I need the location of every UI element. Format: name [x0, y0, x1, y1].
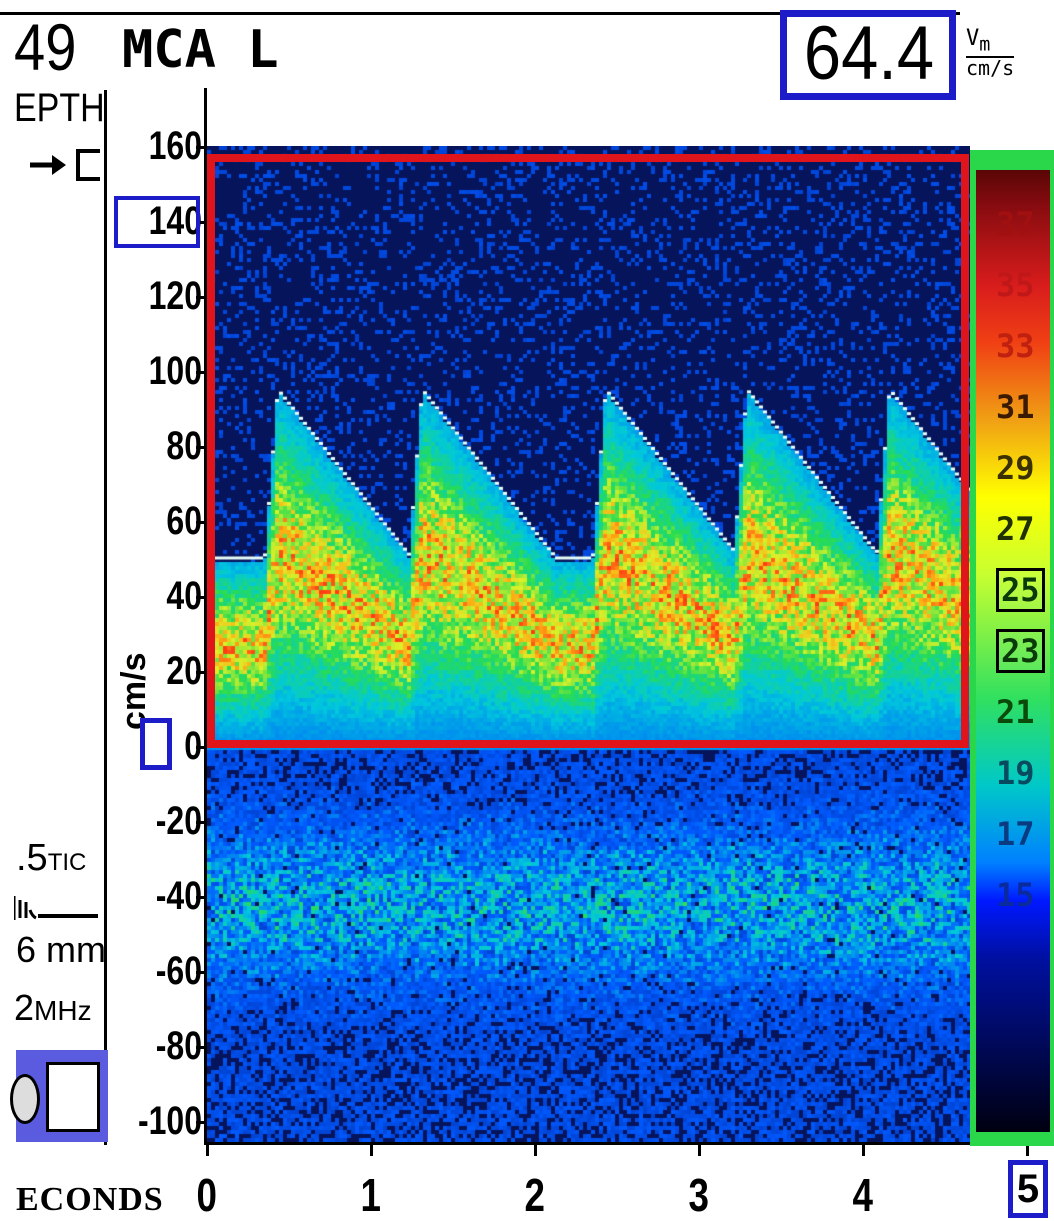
x-tick-label: 2	[524, 1169, 546, 1221]
colorbar-label: 23	[996, 629, 1050, 673]
y-tick-label: 0	[184, 724, 202, 768]
envelope-roi-box	[207, 154, 969, 748]
colorbar-label-text: 31	[996, 388, 1035, 426]
x-tick-label: 4	[852, 1169, 874, 1221]
frequency-unit: MHz	[34, 995, 92, 1026]
y-tick-mark	[196, 596, 206, 599]
colorbar-label-text: 37	[996, 205, 1035, 243]
intensity-colorbar	[976, 170, 1050, 1132]
y-tick-mark	[196, 521, 206, 524]
sample-volume-size: 6 mm	[16, 929, 106, 970]
mean-velocity-units: cm/s	[966, 56, 1015, 80]
colorbar-label: 29	[996, 450, 1050, 486]
x-tick-label: 3	[688, 1169, 710, 1221]
colorbar-label: 17	[996, 816, 1050, 852]
y-tick-mark	[196, 296, 206, 299]
colorbar-label-text: 25	[996, 568, 1045, 612]
colorbar-label: 33	[996, 328, 1050, 364]
y-tick-label: -80	[155, 1024, 202, 1068]
colorbar-label-text: 29	[996, 449, 1035, 487]
y-tick-mark	[196, 221, 206, 224]
x-tick-mark	[1026, 1142, 1029, 1156]
y-tick-mark	[196, 896, 206, 899]
top-rule	[0, 12, 960, 15]
x-tick-label: 0	[196, 1169, 218, 1221]
y-tick-label: 40	[166, 574, 202, 618]
scale-highlight-box[interactable]	[114, 196, 200, 248]
colorbar-label: 27	[996, 511, 1050, 547]
x-tick-mark	[862, 1142, 865, 1156]
probe-icon	[10, 1074, 40, 1124]
x-axis-label: ECONDS	[16, 1181, 164, 1218]
gain-value[interactable]: 5	[1008, 1160, 1048, 1218]
y-tick-mark	[196, 821, 206, 824]
x-tick-mark	[370, 1142, 373, 1156]
colorbar-label: 21	[996, 694, 1050, 730]
vm-symbol: V	[966, 26, 980, 51]
y-tick-label: 80	[166, 424, 202, 468]
y-tick-mark	[196, 746, 206, 749]
y-tick-label: -100	[137, 1099, 202, 1143]
colorbar-label: 35	[996, 267, 1050, 303]
y-tick-label: 140	[148, 199, 202, 243]
direction-arrow-icon	[30, 149, 100, 181]
probe-select-button[interactable]	[46, 1062, 100, 1132]
y-tick-mark	[196, 446, 206, 449]
colorbar-label: 37	[996, 206, 1050, 242]
tic-readout: .5TIC	[16, 838, 86, 883]
left-divider	[104, 90, 107, 1145]
depth-value: 49	[14, 10, 77, 84]
colorbar-label-text: 19	[996, 754, 1035, 792]
y-tick-label: 100	[148, 349, 202, 393]
depth-label: EPTH	[14, 86, 105, 130]
sample-volume-icon	[14, 896, 98, 920]
x-tick-mark	[698, 1142, 701, 1156]
x-tick-mark	[534, 1142, 537, 1156]
mean-velocity-value: 64.4	[803, 11, 935, 96]
colorbar-label-text: 23	[996, 629, 1045, 673]
mean-velocity-symbol: Vm	[966, 28, 990, 56]
y-tick-label: -60	[155, 949, 202, 993]
mean-velocity-box	[780, 10, 956, 100]
y-tick-mark	[196, 671, 206, 674]
y-tick-label: -20	[155, 799, 202, 843]
vm-subscript: m	[979, 34, 991, 56]
y-tick-label: -40	[155, 874, 202, 918]
x-tick-mark	[206, 1142, 209, 1156]
colorbar-label-text: 27	[996, 510, 1035, 548]
doppler-spectrogram	[207, 146, 970, 1142]
y-tick-label: 160	[148, 124, 202, 168]
colorbar-label-text: 35	[996, 266, 1035, 304]
x-axis-line	[204, 1142, 1034, 1145]
vessel-label: MCA L	[122, 20, 279, 80]
y-axis-line	[204, 88, 207, 1144]
colorbar-label-text: 21	[996, 693, 1035, 731]
baseline-marker[interactable]	[140, 718, 172, 770]
y-tick-mark	[196, 971, 206, 974]
colorbar-label-text: 33	[996, 327, 1035, 365]
y-tick-mark	[196, 146, 206, 149]
probe-frequency: 2MHz	[14, 988, 92, 1031]
y-tick-label: 60	[166, 499, 202, 543]
y-tick-label: 120	[148, 274, 202, 318]
tic-label: TIC	[47, 849, 87, 876]
colorbar-label: 31	[996, 389, 1050, 425]
colorbar-label: 15	[996, 877, 1050, 913]
tic-value: .5	[16, 837, 48, 879]
y-tick-mark	[196, 1046, 206, 1049]
colorbar-label: 19	[996, 755, 1050, 791]
y-tick-mark	[196, 371, 206, 374]
colorbar-label-text: 17	[996, 815, 1035, 853]
colorbar-label-text: 15	[996, 876, 1035, 914]
y-tick-mark	[196, 1121, 206, 1124]
colorbar-label: 25	[996, 568, 1050, 612]
frequency-value: 2	[14, 987, 35, 1028]
x-tick-label: 1	[360, 1169, 382, 1221]
